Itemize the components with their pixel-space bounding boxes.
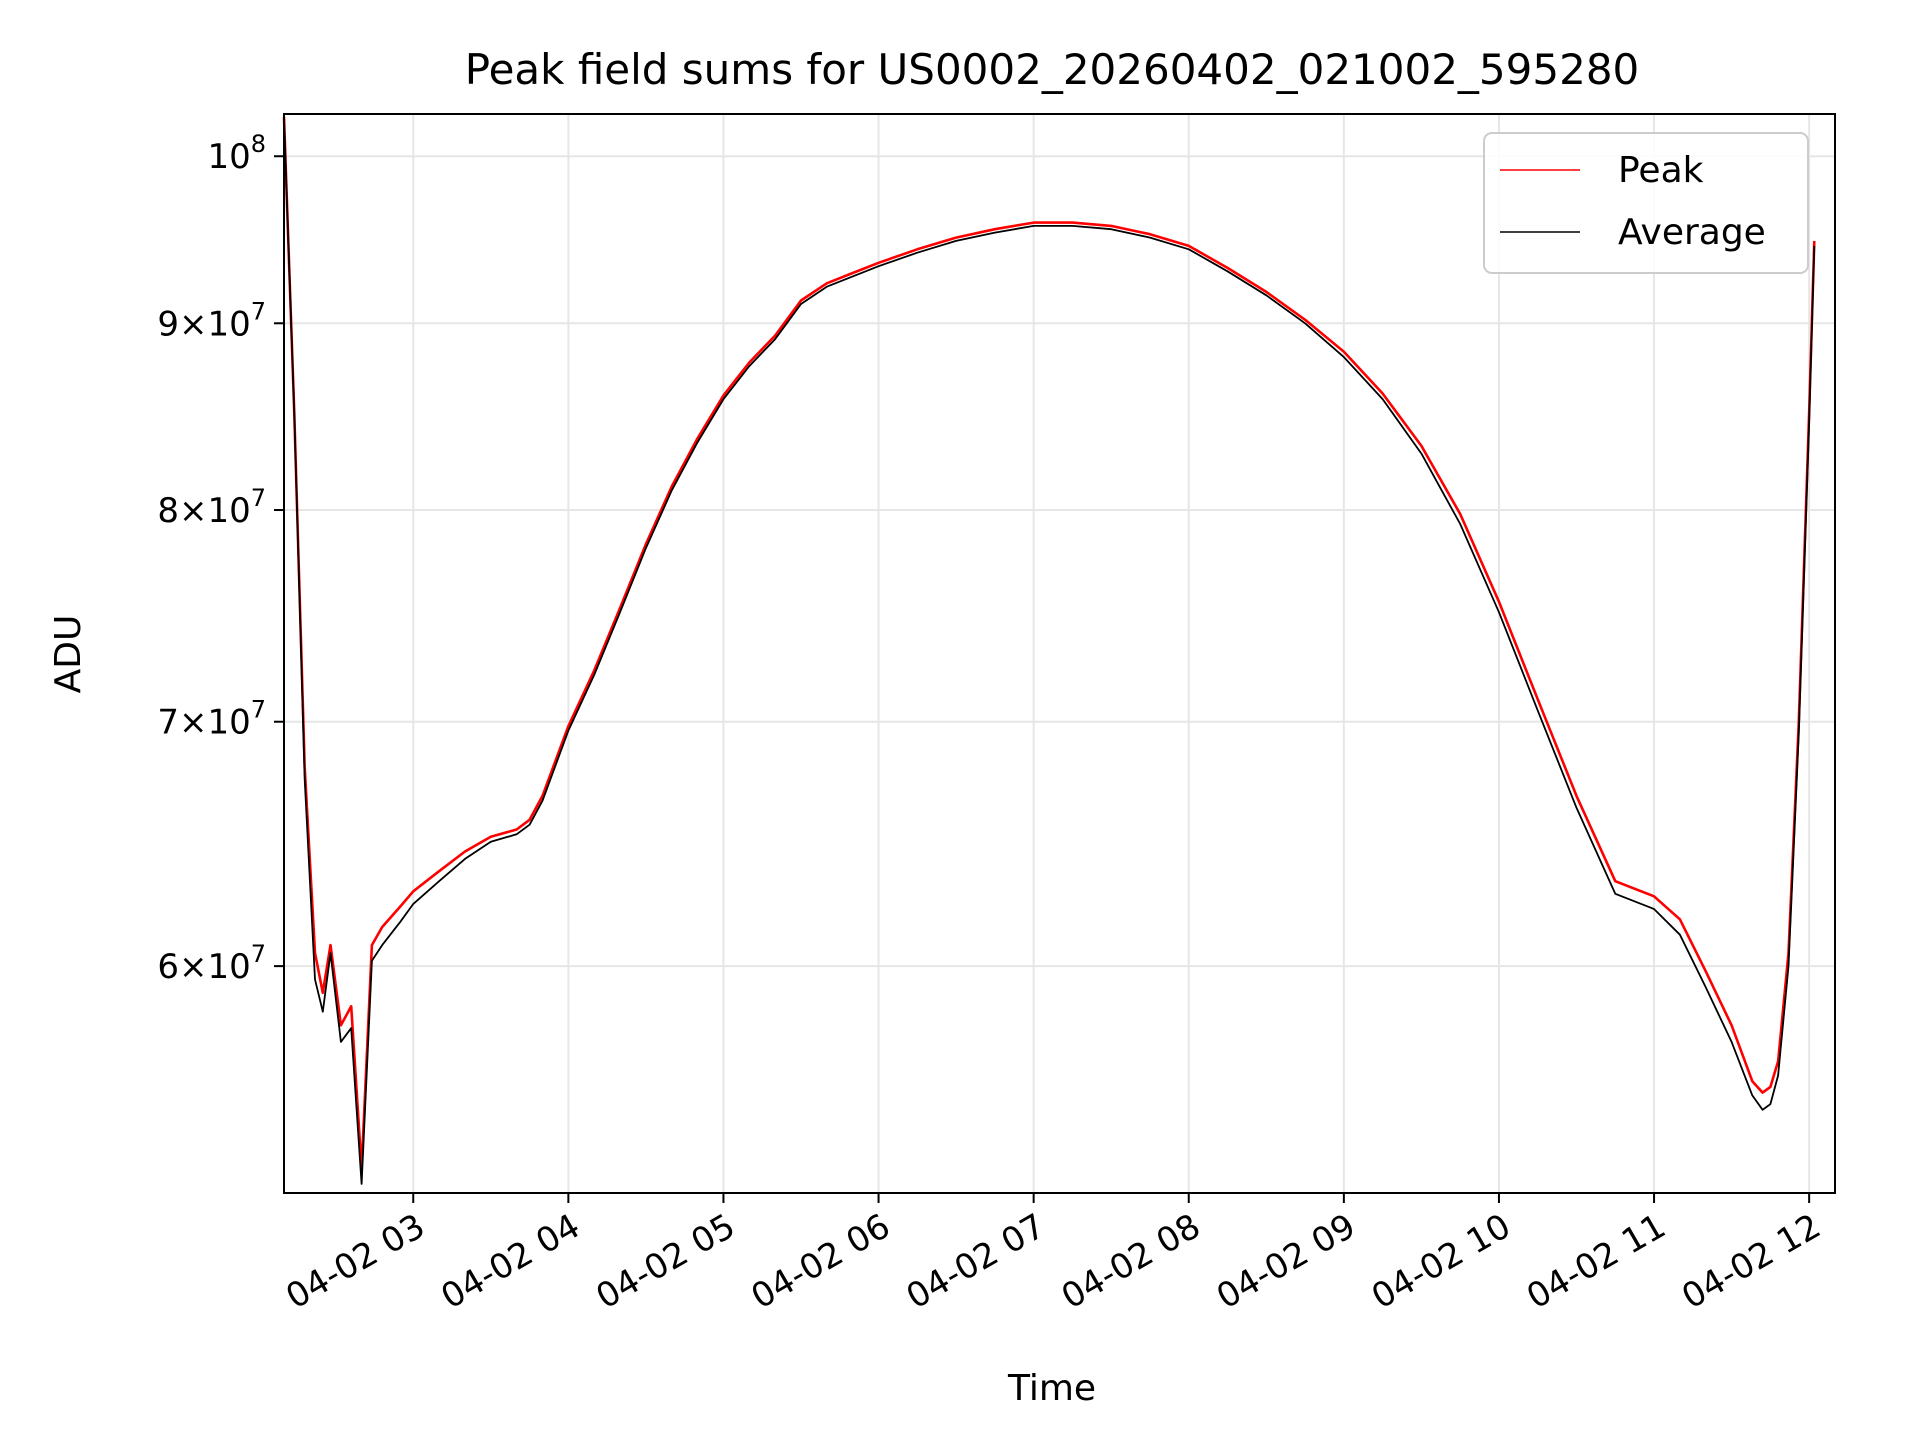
y-tick-base: 10	[207, 137, 250, 177]
series-line-average	[283, 117, 1816, 1185]
legend-label-average: Average	[1618, 212, 1766, 253]
y-tick-label: 7×107	[157, 696, 266, 743]
y-tick-label: 108	[207, 130, 266, 177]
chart-title: Peak field sums for US0002_20260402_0210…	[465, 45, 1640, 94]
y-tick-base: 8×10	[157, 491, 250, 531]
y-tick-base: 6×10	[157, 947, 250, 987]
plot-series	[282, 117, 1816, 1185]
series-line-peak	[282, 117, 1816, 1171]
plot-area-frame	[283, 113, 1836, 1194]
legend: Peak Average	[1483, 132, 1809, 274]
y-tick-exponent: 7	[251, 484, 266, 512]
y-tick-label: 9×107	[157, 297, 266, 344]
grid-lines	[284, 114, 1835, 1193]
y-tick-base: 7×10	[157, 703, 250, 743]
y-tick-label: 8×107	[157, 484, 266, 531]
y-tick-exponent: 7	[251, 696, 266, 724]
y-tick-exponent: 7	[251, 297, 266, 325]
y-tick-label: 6×107	[157, 940, 266, 987]
y-tick-base: 9×10	[157, 304, 250, 344]
legend-label-peak: Peak	[1618, 150, 1704, 191]
y-axis-label: ADU	[48, 615, 89, 694]
x-axis-label: Time	[1007, 1368, 1096, 1409]
legend-box	[1483, 132, 1809, 274]
y-tick-exponent: 8	[251, 130, 266, 158]
y-tick-exponent: 7	[251, 940, 266, 968]
